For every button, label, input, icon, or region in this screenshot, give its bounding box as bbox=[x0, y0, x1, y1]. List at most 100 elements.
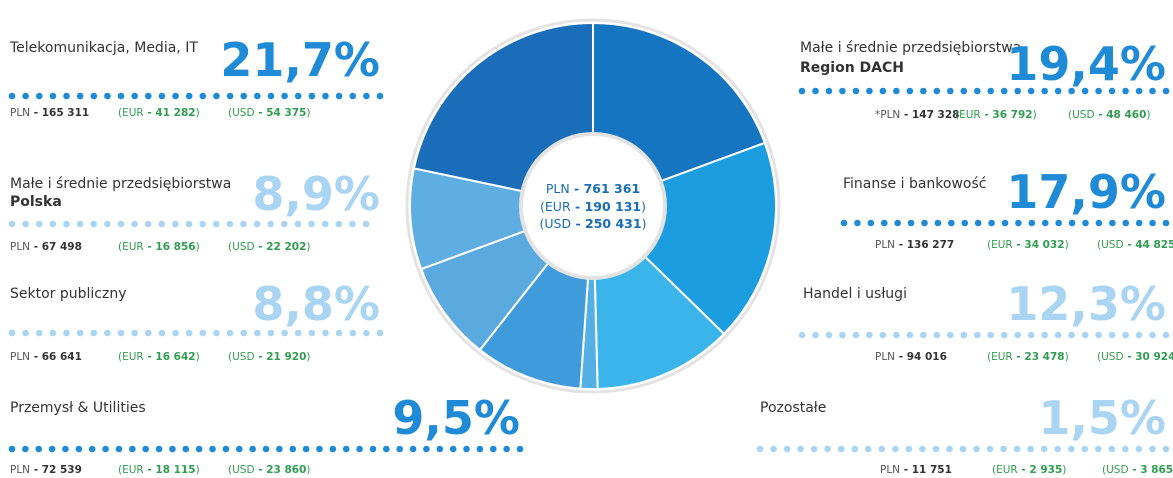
dot bbox=[308, 220, 315, 228]
amount-part: ( bbox=[955, 109, 959, 121]
amount-part: 16 856 bbox=[155, 241, 195, 253]
amount-part: 34 032 bbox=[1024, 239, 1064, 251]
dot bbox=[49, 220, 57, 228]
amount-line: (USD - 54 375) bbox=[228, 107, 311, 119]
amount-part: USD bbox=[232, 464, 254, 476]
amount-part: - bbox=[571, 216, 585, 231]
amount-part: ( bbox=[987, 351, 991, 363]
dot bbox=[199, 220, 206, 228]
amount-part: ) bbox=[196, 351, 200, 363]
amount-line: *PLN - 147 328 bbox=[875, 109, 959, 121]
dot bbox=[1135, 219, 1143, 227]
dot bbox=[158, 220, 166, 228]
dot bbox=[240, 92, 248, 100]
amount-part: ) bbox=[1065, 351, 1069, 363]
dot bbox=[1162, 331, 1170, 339]
dot bbox=[281, 329, 288, 337]
amount-line: (USD - 22 202) bbox=[228, 241, 311, 253]
dot bbox=[76, 92, 84, 100]
dot bbox=[1095, 331, 1102, 339]
dot bbox=[1162, 445, 1170, 453]
dot bbox=[1068, 219, 1076, 227]
amount-part: - bbox=[981, 109, 993, 121]
dot bbox=[335, 329, 343, 337]
amount-part: PLN bbox=[546, 181, 570, 196]
dot bbox=[1001, 219, 1009, 227]
amount-line: PLN - 94 016 bbox=[875, 351, 947, 363]
dot bbox=[879, 87, 887, 95]
dot bbox=[1054, 445, 1062, 453]
amount-line: (USD - 21 920) bbox=[228, 351, 311, 363]
amount-part: - bbox=[1013, 239, 1025, 251]
dot bbox=[281, 92, 288, 100]
amount-part: ( bbox=[118, 464, 122, 476]
dot bbox=[1014, 87, 1022, 95]
dot bbox=[1068, 87, 1075, 95]
dot bbox=[839, 87, 846, 95]
dot bbox=[376, 92, 384, 100]
amount-part: - bbox=[144, 351, 156, 363]
dot bbox=[1162, 87, 1170, 95]
amount-part: ) bbox=[306, 464, 310, 476]
dot bbox=[169, 445, 176, 453]
dot bbox=[342, 445, 350, 453]
category-subtitle: Polska bbox=[10, 194, 62, 210]
dot bbox=[409, 445, 417, 453]
amount-part: - bbox=[1124, 351, 1136, 363]
amount-part: EUR bbox=[991, 239, 1013, 251]
dot bbox=[1041, 87, 1048, 95]
amount-part: ( bbox=[1102, 464, 1106, 476]
amount-line: PLN - 67 498 bbox=[10, 241, 82, 253]
dot bbox=[1108, 445, 1116, 453]
dot bbox=[129, 445, 136, 453]
amount-part: USD bbox=[232, 351, 254, 363]
amount-part: EUR bbox=[959, 109, 981, 121]
amount-part: ) bbox=[1146, 109, 1150, 121]
dot bbox=[812, 87, 819, 95]
amount-line: (EUR - 2 935) bbox=[992, 464, 1066, 476]
dot bbox=[335, 92, 343, 100]
dot bbox=[142, 445, 149, 453]
dot bbox=[1000, 331, 1008, 339]
dot bbox=[294, 329, 302, 337]
dot bbox=[503, 445, 510, 453]
amount-part: USD bbox=[1106, 464, 1128, 476]
dot bbox=[1149, 219, 1156, 227]
dot bbox=[798, 331, 806, 339]
center-amount: PLN - 761 361 bbox=[546, 181, 640, 196]
amount-part: ) bbox=[306, 351, 310, 363]
dot bbox=[249, 445, 256, 453]
amount-part: - bbox=[1013, 351, 1025, 363]
dot bbox=[117, 329, 125, 337]
dot bbox=[1054, 331, 1062, 339]
dot bbox=[973, 331, 981, 339]
amount-part: 190 131 bbox=[585, 199, 642, 214]
amount-part: 136 277 bbox=[907, 239, 955, 251]
amount-part: EUR bbox=[996, 464, 1018, 476]
amount-part: 94 016 bbox=[907, 351, 947, 363]
center-ring bbox=[519, 132, 667, 280]
amount-part: EUR bbox=[122, 464, 144, 476]
dot bbox=[240, 329, 248, 337]
dot bbox=[1028, 219, 1036, 227]
percent-label: 9,5% bbox=[392, 391, 520, 445]
dot bbox=[35, 220, 43, 228]
dot bbox=[226, 220, 234, 228]
dot bbox=[185, 329, 193, 337]
dot bbox=[893, 331, 900, 339]
dot bbox=[1095, 445, 1102, 453]
dot bbox=[1041, 219, 1049, 227]
dot bbox=[349, 220, 356, 228]
dot bbox=[798, 87, 806, 95]
dot bbox=[919, 445, 926, 453]
amount-part: USD bbox=[1101, 351, 1123, 363]
dot bbox=[852, 87, 860, 95]
dot bbox=[131, 220, 138, 228]
dot bbox=[1027, 445, 1034, 453]
amount-part: PLN bbox=[10, 351, 30, 363]
dot bbox=[396, 445, 403, 453]
dot bbox=[172, 92, 179, 100]
amount-part: 250 431 bbox=[585, 216, 642, 231]
dot bbox=[1095, 219, 1103, 227]
